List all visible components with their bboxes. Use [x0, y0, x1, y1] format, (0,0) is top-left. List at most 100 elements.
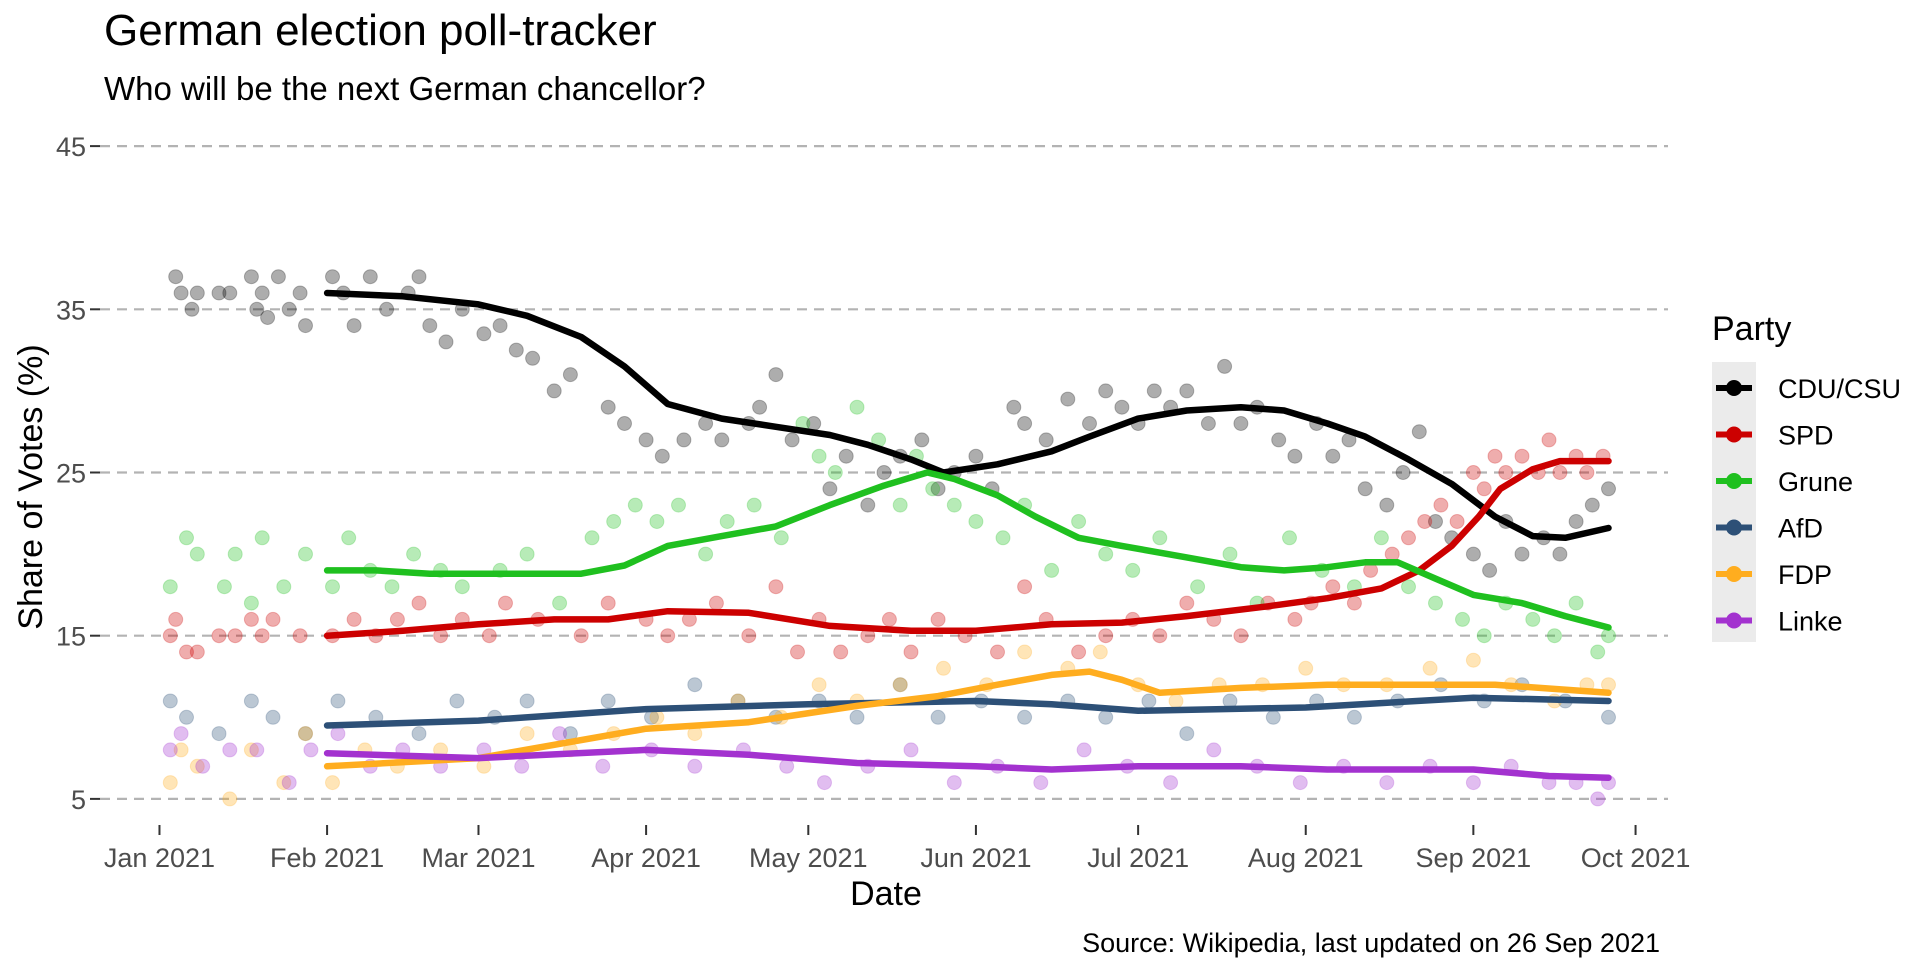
poll-point — [925, 481, 941, 497]
poll-point — [195, 758, 211, 774]
poll-point — [1287, 611, 1303, 627]
poll-point — [1325, 448, 1341, 464]
poll-point — [1325, 579, 1341, 595]
poll-point — [1141, 693, 1157, 709]
poll-point — [687, 758, 703, 774]
poll-point — [162, 742, 178, 758]
poll-point — [1465, 546, 1481, 562]
poll-point — [276, 775, 292, 791]
poll-point — [822, 481, 838, 497]
poll-point — [173, 726, 189, 742]
poll-point — [222, 285, 238, 301]
poll-point — [211, 285, 227, 301]
poll-point — [790, 644, 805, 660]
poll-point — [552, 595, 568, 611]
poll-point — [298, 726, 313, 742]
legend-key-point — [1726, 566, 1742, 582]
poll-point — [968, 448, 984, 464]
poll-point — [1152, 628, 1168, 644]
poll-point — [1465, 652, 1481, 668]
poll-point — [1179, 383, 1195, 399]
poll-point — [249, 301, 265, 317]
poll-point — [1590, 644, 1606, 660]
poll-point — [1601, 481, 1616, 497]
poll-point — [519, 546, 535, 562]
poll-point — [292, 628, 308, 644]
poll-point — [1590, 791, 1606, 807]
poll-point — [1357, 481, 1373, 497]
poll-point — [784, 432, 800, 448]
x-tick-label: May 2021 — [749, 843, 868, 873]
poll-point — [1514, 546, 1530, 562]
poll-point — [265, 709, 281, 725]
poll-point — [298, 546, 313, 562]
poll-point — [346, 611, 362, 627]
y-tick-label: 15 — [56, 622, 86, 652]
poll-point — [676, 432, 692, 448]
poll-point — [1552, 546, 1568, 562]
trend-line — [323, 668, 1612, 770]
poll-point — [1465, 775, 1481, 791]
poll-point — [1346, 595, 1362, 611]
poll-point — [525, 350, 541, 366]
poll-point — [1292, 775, 1308, 791]
poll-point — [811, 448, 827, 464]
poll-point — [211, 628, 227, 644]
poll-point — [243, 693, 259, 709]
poll-point — [1163, 775, 1179, 791]
x-tick-label: Aug 2021 — [1248, 843, 1364, 873]
poll-point — [476, 758, 492, 774]
poll-point — [1514, 448, 1530, 464]
poll-point — [508, 342, 524, 358]
poll-point — [1271, 432, 1287, 448]
legend-label: Grune — [1778, 467, 1853, 497]
poll-point — [173, 742, 189, 758]
poll-point — [746, 497, 762, 513]
poll-point — [519, 693, 535, 709]
x-tick-label: Sep 2021 — [1416, 843, 1532, 873]
poll-point — [1579, 465, 1595, 480]
poll-point — [411, 726, 427, 742]
poll-point — [1179, 595, 1195, 611]
poll-point — [189, 644, 205, 660]
legend-key-point — [1726, 426, 1742, 443]
poll-point — [1017, 709, 1033, 725]
poll-point — [1006, 399, 1022, 415]
poll-point — [752, 399, 768, 415]
poll-point — [249, 742, 265, 758]
poll-point — [1082, 416, 1097, 431]
poll-point — [930, 481, 946, 497]
poll-point — [654, 448, 670, 464]
poll-point — [243, 742, 259, 758]
poll-point — [600, 595, 616, 611]
poll-point — [1098, 546, 1114, 562]
legend-label: Linke — [1778, 607, 1843, 637]
poll-point — [617, 416, 632, 431]
poll-point — [990, 644, 1005, 660]
x-tick-label: Jun 2021 — [920, 843, 1031, 873]
poll-point — [1384, 546, 1400, 562]
poll-point — [222, 742, 238, 758]
poll-point — [946, 775, 962, 791]
poll-point — [211, 726, 227, 742]
poll-point — [546, 383, 562, 399]
poll-point — [1465, 465, 1481, 480]
poll-point — [184, 301, 200, 317]
poll-point — [346, 318, 362, 334]
axes: 5 15 25 35 45 Jan 2021 Feb 2021 Mar 2021 Apr 202… — [56, 132, 1690, 873]
trend-line — [323, 469, 1612, 631]
poll-point — [216, 579, 232, 595]
poll-point — [1033, 775, 1049, 791]
poll-point — [1601, 709, 1616, 725]
poll-point — [1346, 709, 1362, 725]
x-tick-label: Mar 2021 — [421, 843, 535, 873]
poll-point — [341, 530, 357, 546]
poll-point — [222, 791, 238, 807]
poll-point — [595, 758, 611, 774]
poll-point — [281, 301, 297, 317]
poll-point — [519, 726, 535, 742]
poll-point — [1071, 514, 1087, 529]
poll-point — [1422, 660, 1438, 676]
poll-point — [325, 775, 340, 791]
